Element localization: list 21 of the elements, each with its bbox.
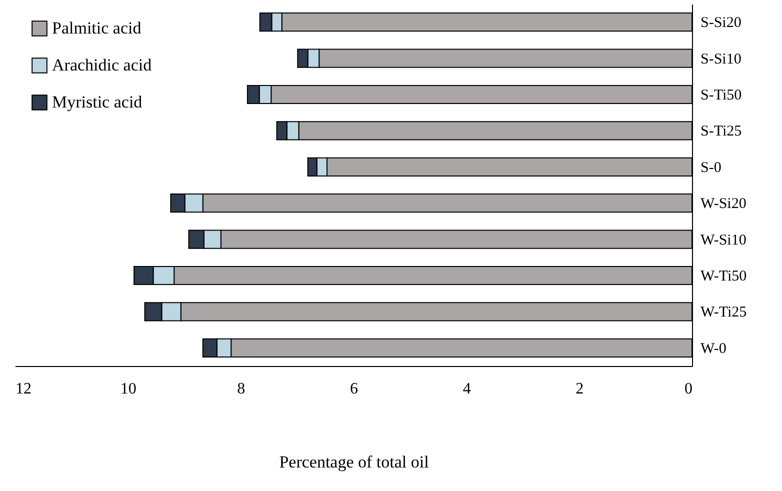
y-tick-label: W-Si10 bbox=[700, 232, 746, 248]
x-axis-title: Percentage of total oil bbox=[279, 452, 430, 472]
y-tick-label: S-Si10 bbox=[700, 51, 742, 68]
x-tick-label: 12 bbox=[16, 380, 32, 398]
y-tick-label: S-0 bbox=[700, 160, 722, 176]
y-tick-label: W-Ti25 bbox=[700, 304, 747, 321]
x-tick-label: 4 bbox=[462, 380, 471, 398]
legend-label: Arachidic acid bbox=[52, 56, 152, 74]
x-tick-label: 2 bbox=[576, 380, 584, 398]
y-tick-label: W-Ti50 bbox=[700, 268, 747, 284]
x-tick-label: 10 bbox=[120, 380, 136, 398]
y-tick-label: S-Si20 bbox=[700, 15, 742, 32]
y-tick-label: W-Si20 bbox=[700, 196, 746, 212]
y-tick-label: W-0 bbox=[700, 340, 726, 357]
y-tick-label: S-Ti25 bbox=[700, 124, 742, 140]
y-tick-label: S-Ti50 bbox=[700, 88, 742, 104]
x-tick-label: 6 bbox=[350, 380, 358, 398]
x-tick-label: 0 bbox=[684, 380, 692, 398]
legend-label: Palmitic acid bbox=[52, 18, 142, 38]
legend-label: Myristic acid bbox=[52, 92, 143, 112]
x-tick-label: 8 bbox=[237, 380, 246, 398]
